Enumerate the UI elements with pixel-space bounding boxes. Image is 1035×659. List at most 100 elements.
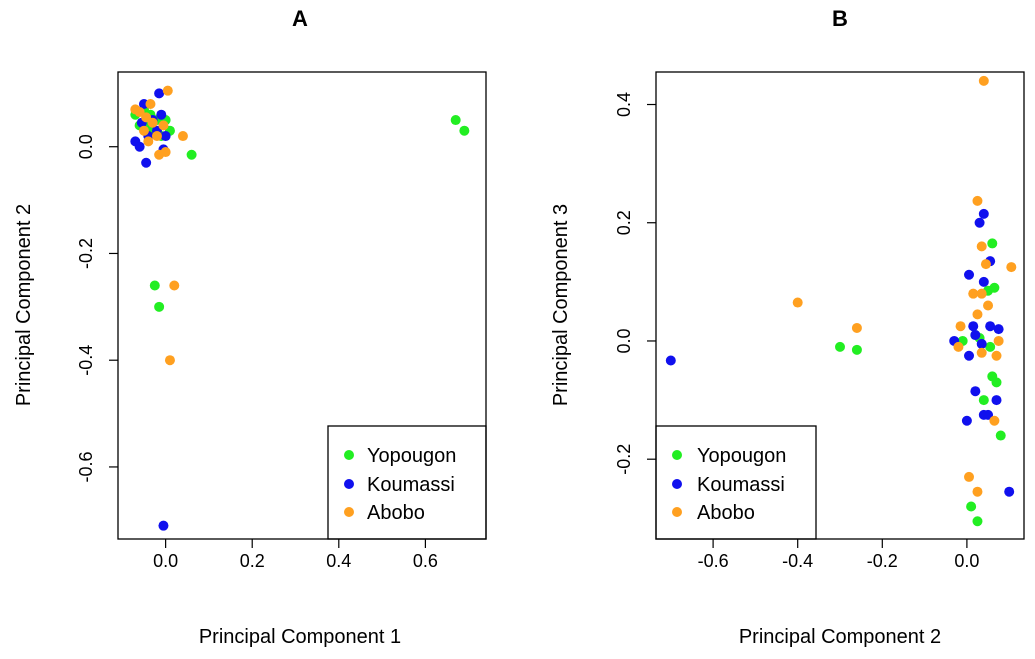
panel-b-plot-frame bbox=[655, 71, 1025, 540]
point-koumassi bbox=[991, 395, 1002, 406]
point-yopougon bbox=[851, 344, 862, 355]
point-koumassi bbox=[141, 157, 152, 168]
point-yopougon bbox=[966, 501, 977, 512]
panel-a-x-axis: 0.0 0.2 0.4 0.6 bbox=[153, 539, 438, 571]
point-abobo bbox=[972, 309, 983, 320]
point-yopougon bbox=[985, 341, 996, 352]
y-tick-label: -0.2 bbox=[614, 444, 634, 475]
panel-a-y-axis-label: Principal Component 2 bbox=[13, 204, 35, 406]
point-koumassi bbox=[665, 355, 676, 366]
point-abobo bbox=[983, 300, 994, 311]
point-koumassi bbox=[974, 217, 985, 228]
legend-label-yopougon: Yopougon bbox=[367, 445, 456, 467]
panel-a-legend: Yopougon Koumassi Abobo bbox=[327, 425, 487, 540]
y-tick-label: 0.0 bbox=[76, 134, 96, 159]
point-koumassi bbox=[964, 350, 975, 361]
point-abobo bbox=[162, 85, 173, 96]
point-abobo bbox=[158, 120, 169, 131]
point-koumassi bbox=[993, 324, 1004, 335]
x-tick-label: 0.0 bbox=[954, 551, 979, 571]
point-koumassi bbox=[976, 338, 987, 349]
point-yopougon bbox=[991, 377, 1002, 388]
legend-marker-koumassi bbox=[344, 479, 354, 489]
y-tick-label: 0.0 bbox=[614, 328, 634, 353]
point-abobo bbox=[972, 195, 983, 206]
point-koumassi bbox=[968, 321, 979, 332]
point-abobo bbox=[976, 241, 987, 252]
point-abobo bbox=[993, 335, 1004, 346]
point-abobo bbox=[792, 297, 803, 308]
point-abobo bbox=[169, 280, 180, 291]
point-yopougon bbox=[972, 516, 983, 527]
point-abobo bbox=[141, 112, 152, 123]
point-abobo bbox=[953, 341, 964, 352]
legend-label-abobo: Abobo bbox=[367, 502, 425, 524]
point-abobo bbox=[145, 99, 156, 110]
point-yopougon bbox=[995, 430, 1006, 441]
point-abobo bbox=[955, 321, 966, 332]
panel-a-x-axis-label: Principal Component 1 bbox=[199, 626, 401, 648]
point-abobo bbox=[851, 322, 862, 333]
point-abobo bbox=[976, 347, 987, 358]
point-abobo bbox=[972, 486, 983, 497]
panel-b-x-axis-label: Principal Component 2 bbox=[739, 626, 941, 648]
point-abobo bbox=[989, 415, 1000, 426]
point-abobo bbox=[976, 288, 987, 299]
x-tick-label: -0.6 bbox=[698, 551, 729, 571]
panel-b-x-axis: -0.6 -0.4 -0.2 0.0 bbox=[698, 539, 979, 571]
legend-marker-koumassi bbox=[672, 479, 682, 489]
point-yopougon bbox=[154, 301, 165, 312]
panel-b-title: B bbox=[832, 6, 848, 31]
point-yopougon bbox=[459, 125, 470, 136]
point-yopougon bbox=[149, 280, 160, 291]
panel-b-legend-box bbox=[655, 425, 817, 540]
point-koumassi bbox=[970, 386, 981, 397]
y-tick-label: -0.4 bbox=[76, 345, 96, 376]
point-koumassi bbox=[1004, 486, 1015, 497]
point-abobo bbox=[964, 471, 975, 482]
point-abobo bbox=[164, 355, 175, 366]
point-koumassi bbox=[983, 409, 994, 420]
point-abobo bbox=[138, 125, 149, 136]
point-yopougon bbox=[450, 115, 461, 126]
panel-a-points bbox=[130, 85, 470, 531]
point-koumassi bbox=[978, 208, 989, 219]
point-yopougon bbox=[987, 238, 998, 249]
panel-a-legend-box bbox=[327, 425, 487, 540]
legend-marker-abobo bbox=[344, 507, 354, 517]
legend-marker-yopougon bbox=[672, 450, 682, 460]
point-abobo bbox=[980, 259, 991, 270]
point-abobo bbox=[968, 288, 979, 299]
point-abobo bbox=[1006, 262, 1017, 273]
point-koumassi bbox=[985, 321, 996, 332]
legend-marker-yopougon bbox=[344, 450, 354, 460]
point-koumassi bbox=[961, 415, 972, 426]
point-abobo bbox=[151, 131, 162, 142]
y-tick-label: 0.2 bbox=[614, 210, 634, 235]
point-koumassi bbox=[156, 109, 167, 120]
point-yopougon bbox=[835, 341, 845, 352]
point-yopougon bbox=[186, 149, 197, 160]
point-koumassi bbox=[978, 276, 989, 287]
point-koumassi bbox=[970, 330, 981, 341]
x-tick-label: 0.0 bbox=[153, 551, 178, 571]
point-abobo bbox=[978, 75, 989, 86]
panel-b: B -0.6 -0.4 -0.2 0.0 0.4 0.2 0.0 -0.2 Yopougon… bbox=[550, 6, 1025, 648]
legend-label-abobo: Abobo bbox=[697, 502, 755, 524]
y-tick-label: 0.4 bbox=[614, 92, 634, 117]
point-koumassi bbox=[160, 131, 171, 142]
x-tick-label: -0.2 bbox=[867, 551, 898, 571]
panel-b-y-axis-label: Principal Component 3 bbox=[550, 204, 572, 406]
point-koumassi bbox=[154, 88, 165, 99]
x-tick-label: 0.2 bbox=[240, 551, 265, 571]
legend-marker-abobo bbox=[672, 507, 682, 517]
panel-b-points bbox=[665, 75, 1017, 527]
y-tick-label: -0.2 bbox=[76, 238, 96, 269]
panel-a-title: A bbox=[292, 6, 308, 31]
x-tick-label: 0.6 bbox=[413, 551, 438, 571]
point-abobo bbox=[991, 350, 1002, 361]
panel-b-y-axis: 0.4 0.2 0.0 -0.2 bbox=[614, 92, 656, 475]
legend-label-yopougon: Yopougon bbox=[697, 445, 786, 467]
point-koumassi bbox=[964, 269, 975, 280]
